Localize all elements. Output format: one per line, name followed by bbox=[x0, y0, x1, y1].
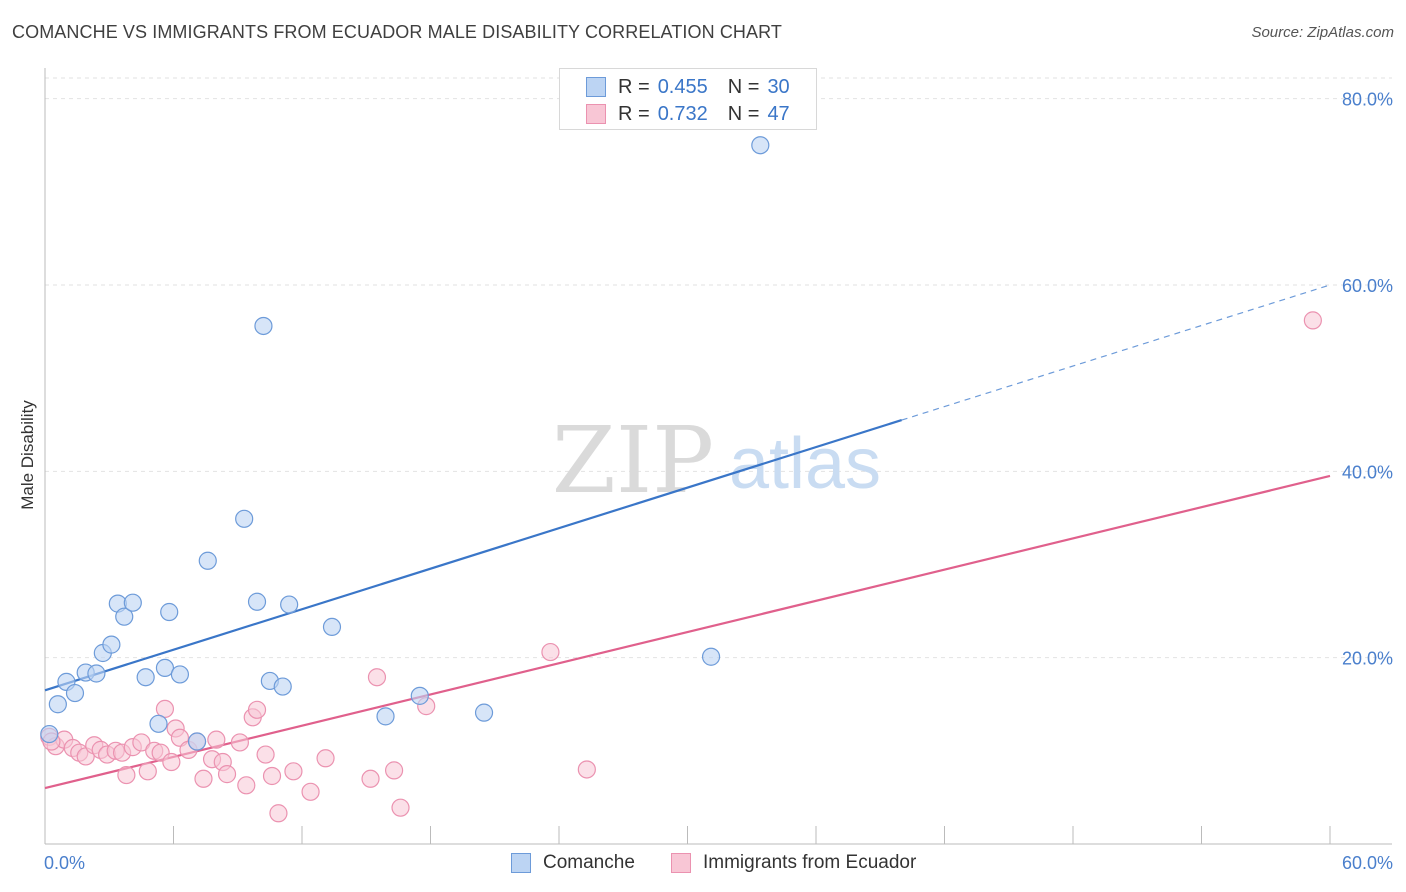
data-point-ecuador bbox=[162, 752, 181, 772]
data-point-comanche bbox=[48, 695, 67, 714]
grid-layer bbox=[45, 77, 1392, 659]
legend-r-value: 0.732 bbox=[657, 102, 708, 125]
trend-line-ecuador bbox=[44, 474, 1331, 790]
data-point-ecuador bbox=[384, 761, 404, 780]
watermark-atlas: atlas bbox=[729, 424, 881, 504]
data-point-comanche bbox=[155, 658, 175, 678]
legend-n-label: N = bbox=[727, 102, 760, 125]
data-point-comanche bbox=[102, 635, 121, 654]
data-point-ecuador bbox=[237, 776, 256, 795]
data-point-comanche bbox=[115, 607, 134, 626]
data-point-comanche bbox=[160, 602, 179, 622]
x-tick-label: 60.0% bbox=[1342, 853, 1393, 873]
data-point-ecuador bbox=[361, 769, 380, 788]
trend-line-comanche bbox=[44, 419, 902, 692]
legend-swatch-ecuador bbox=[586, 104, 606, 124]
data-point-ecuador bbox=[577, 760, 596, 779]
legend-r-label: R = bbox=[618, 75, 650, 98]
y-tick-label: 60.0% bbox=[1342, 276, 1393, 296]
watermark: ZIP atlas bbox=[552, 407, 881, 514]
data-point-comanche bbox=[149, 714, 168, 733]
data-point-ecuador bbox=[230, 733, 249, 752]
data-point-ecuador bbox=[217, 765, 237, 784]
legend-n-value: 30 bbox=[767, 75, 790, 98]
bottom-legend-label-comanche: Comanche bbox=[543, 852, 635, 873]
data-point-ecuador bbox=[262, 766, 282, 786]
legend-row-comanche: R = 0.455 N = 30 bbox=[586, 75, 790, 99]
legend-row-ecuador: R = 0.732 N = 47 bbox=[586, 102, 790, 126]
watermark-zip: ZIP bbox=[552, 407, 714, 514]
bottom-legend-label-ecuador: Immigrants from Ecuador bbox=[703, 852, 917, 873]
data-point-comanche bbox=[170, 665, 190, 684]
x-tick-label: 0.0% bbox=[44, 853, 85, 873]
bottom-legend-ecuador: Immigrants from Ecuador bbox=[671, 852, 916, 874]
data-point-comanche bbox=[247, 592, 267, 611]
data-point-ecuador bbox=[316, 749, 335, 768]
data-point-comanche bbox=[376, 707, 395, 726]
legend-n-value: 47 bbox=[767, 102, 790, 125]
data-point-ecuador bbox=[1303, 311, 1322, 330]
trend-layer bbox=[44, 284, 1331, 790]
data-point-ecuador bbox=[269, 804, 288, 823]
data-point-ecuador bbox=[132, 733, 151, 752]
bottom-legend-swatch-comanche bbox=[511, 853, 531, 873]
data-point-ecuador bbox=[117, 765, 136, 785]
axis-layer bbox=[44, 68, 1392, 845]
data-point-comanche bbox=[40, 724, 59, 744]
data-point-comanche bbox=[273, 677, 292, 696]
data-point-comanche bbox=[136, 668, 155, 687]
y-tick-label: 80.0% bbox=[1342, 90, 1393, 110]
data-point-comanche bbox=[198, 551, 217, 570]
data-point-ecuador bbox=[207, 730, 226, 749]
data-point-comanche bbox=[280, 595, 299, 614]
data-point-comanche bbox=[474, 703, 494, 722]
legend-r-value: 0.455 bbox=[657, 75, 708, 98]
data-point-comanche bbox=[701, 647, 721, 666]
data-point-comanche bbox=[254, 316, 273, 336]
data-point-comanche bbox=[87, 664, 106, 683]
chart-title: COMANCHE VS IMMIGRANTS FROM ECUADOR MALE… bbox=[12, 22, 782, 42]
tick-labels: 20.0% 40.0% 60.0% 80.0% 0.0% 60.0% bbox=[44, 90, 1393, 873]
legend-box: R = 0.455 N = 30 R = 0.732 N = 47 bbox=[559, 68, 817, 130]
y-tick-label: 40.0% bbox=[1342, 462, 1393, 482]
data-point-comanche bbox=[751, 136, 770, 155]
data-point-comanche bbox=[123, 593, 142, 612]
legend-n-label: N = bbox=[727, 75, 760, 98]
data-point-ecuador bbox=[256, 745, 275, 764]
points-layer bbox=[40, 136, 1322, 823]
data-point-ecuador bbox=[247, 700, 267, 719]
source-label: Source: ZipAtlas.com bbox=[1251, 24, 1394, 41]
data-point-comanche bbox=[187, 732, 207, 751]
data-point-ecuador bbox=[541, 642, 560, 662]
bottom-legend-swatch-ecuador bbox=[671, 853, 691, 873]
data-point-comanche bbox=[410, 686, 429, 705]
data-point-comanche bbox=[65, 683, 85, 703]
data-point-ecuador bbox=[194, 769, 213, 788]
data-point-ecuador bbox=[301, 782, 320, 801]
y-tick-label: 20.0% bbox=[1342, 649, 1393, 669]
data-point-ecuador bbox=[391, 798, 410, 817]
data-point-ecuador bbox=[138, 762, 157, 781]
data-point-comanche bbox=[322, 617, 342, 637]
bottom-legend-comanche: Comanche bbox=[511, 852, 635, 874]
trend-line-comanche-extension bbox=[901, 284, 1331, 421]
data-point-ecuador bbox=[367, 668, 387, 687]
legend-swatch-comanche bbox=[586, 77, 606, 97]
data-point-ecuador bbox=[284, 762, 303, 781]
legend-r-label: R = bbox=[618, 102, 650, 125]
data-point-comanche bbox=[235, 509, 254, 528]
y-axis-label: Male Disability bbox=[18, 400, 37, 510]
